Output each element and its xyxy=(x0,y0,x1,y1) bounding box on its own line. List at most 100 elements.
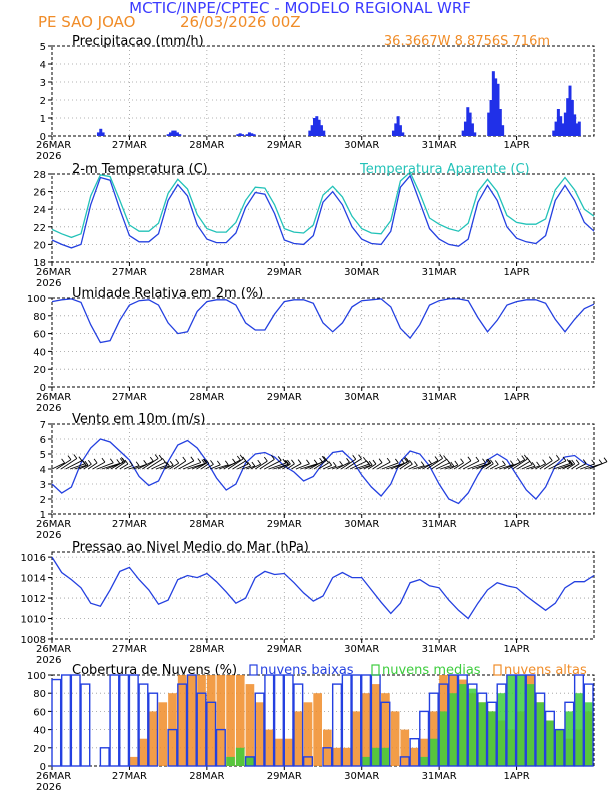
wind-barb-flag xyxy=(346,458,350,463)
precip-bar xyxy=(101,132,105,136)
wind-barb-flag xyxy=(247,461,252,467)
wind-barb-flag xyxy=(210,460,214,465)
precip-bar xyxy=(566,98,570,136)
clouds-ytick-label: 80 xyxy=(33,689,46,700)
precip-bar xyxy=(96,132,100,136)
wind-barb-flag xyxy=(135,461,140,466)
wind-barb-flag xyxy=(528,460,533,465)
clouds-xtick-label: 1APR xyxy=(503,771,529,782)
wind-barb xyxy=(480,462,492,470)
wind-barb xyxy=(372,462,383,470)
wind-barb xyxy=(544,458,560,470)
pressure-xtick-label: 27MAR xyxy=(112,644,147,655)
precip-year-label: 2026 xyxy=(36,151,61,162)
cloud-bar-nuvens-baixas xyxy=(80,683,91,767)
cloud-bar-nuvens-baixas xyxy=(515,674,526,767)
pressure-title: Pressao ao Nivel Medio do Mar (hPa) xyxy=(72,540,309,555)
wind-barb-flag xyxy=(521,455,526,460)
precip-bar xyxy=(396,116,400,136)
temperature-frame xyxy=(51,173,595,263)
wind-barb xyxy=(580,463,595,470)
precip-bar xyxy=(312,118,316,136)
wind-barb xyxy=(404,463,413,470)
wind-barb xyxy=(318,462,329,470)
wind-barb-flag xyxy=(321,455,326,461)
wind-barb-flag xyxy=(73,454,78,459)
temperature-xtick-label: 31MAR xyxy=(422,267,457,278)
precip-bar xyxy=(315,116,319,136)
cloud-bar-nuvens-baixas xyxy=(264,674,275,767)
precip-bar xyxy=(250,133,254,136)
pressure-xtick-label: 30MAR xyxy=(344,644,379,655)
wind-barb xyxy=(51,462,65,470)
cloud-legend-label: nuvens altas xyxy=(504,663,587,678)
pressure-ytick-label: 1012 xyxy=(21,594,46,605)
pressure-xtick-label: 1APR xyxy=(503,644,529,655)
precip-bar xyxy=(554,121,558,136)
wind-year-label: 2026 xyxy=(36,530,61,541)
wind-ytick-label: 6 xyxy=(40,435,46,446)
coordinates-label: 36.3667W 8.8756S 716m xyxy=(384,34,550,49)
wind-barb-flag xyxy=(251,461,256,467)
wind-barb xyxy=(119,463,129,470)
wind-barb-flag xyxy=(542,459,546,464)
precip-title: Precipitacao (mm/h) xyxy=(72,34,204,49)
wind-barb-flag xyxy=(287,459,291,465)
cloud-bar-nuvens-altas xyxy=(245,684,255,766)
wind-barb-flag xyxy=(460,458,464,463)
cloud-bar-nuvens-altas xyxy=(284,738,293,766)
pressure-panel: 1008 1010 1012 1014 1016 26MAR 27MAR 28MAR 29MAR… xyxy=(21,540,595,666)
pressure-xtick-label: 26MAR xyxy=(36,644,71,655)
pressure-line-0 xyxy=(51,556,595,620)
wind-barb xyxy=(146,458,163,470)
wind-barb-flag xyxy=(78,456,83,461)
cloud-bar-nuvens-baixas xyxy=(109,674,120,767)
humidity-line-0 xyxy=(51,298,595,344)
cloud-bar-nuvens-medias xyxy=(584,702,593,766)
humidity-frame xyxy=(51,297,595,388)
cloud-bar-nuvens-altas xyxy=(313,693,322,766)
precip-bar xyxy=(501,125,505,136)
wind-barb xyxy=(489,464,499,470)
cloud-bar-nuvens-altas xyxy=(264,729,274,766)
pressure-year-label: 2026 xyxy=(36,655,61,666)
wind-barb xyxy=(169,462,179,470)
cloud-legend-swatch xyxy=(371,664,380,676)
precip-bar xyxy=(575,123,579,136)
precip-bar xyxy=(398,125,402,136)
wind-barb xyxy=(553,462,571,470)
cloud-bar-nuvens-baixas xyxy=(477,692,488,767)
wind-barb xyxy=(277,463,289,470)
cloud-bar-nuvens-baixas xyxy=(486,701,497,767)
wind-barb-flag xyxy=(486,458,491,464)
precip-bar xyxy=(463,121,467,136)
wind-barb xyxy=(291,463,302,470)
wind-barb xyxy=(363,464,373,470)
wind-barb xyxy=(124,464,133,470)
humidity-xtick-label: 30MAR xyxy=(344,392,379,403)
wind-barb-flag xyxy=(158,454,163,460)
wind-barb xyxy=(526,465,536,470)
temperature-line-1 xyxy=(51,171,595,239)
wind-barb-flag xyxy=(568,460,573,465)
wind-barb xyxy=(340,458,357,470)
wind-barb xyxy=(331,464,343,470)
clouds-panel: 0 20 40 60 80 100 26MAR 27MAR 28MAR 29MAR 30MAR 31M… xyxy=(27,663,595,793)
wind-barb-flag xyxy=(129,461,133,466)
cloud-bar-nuvens-medias xyxy=(506,675,516,766)
wind-barb xyxy=(462,460,480,470)
humidity-ytick-label: 20 xyxy=(33,365,46,376)
precip-ytick-label: 5 xyxy=(40,42,46,53)
humidity-ytick-label: 80 xyxy=(33,312,46,323)
cloud-bar-nuvens-medias xyxy=(555,729,564,766)
panels: 36.3667W 8.8756S 716m 0 1 2 3 4 5 26MAR 27MAR 28M… xyxy=(21,34,608,793)
wind-barb xyxy=(142,458,159,470)
wind-barb-flag xyxy=(202,458,207,464)
wind-barb-flag xyxy=(454,460,459,466)
cloud-bar-nuvens-baixas xyxy=(399,756,410,767)
wind-barb-flag xyxy=(166,461,170,467)
wind-barb xyxy=(535,463,546,470)
cloud-bar-nuvens-baixas xyxy=(554,728,565,767)
wind-barb-flag xyxy=(378,458,383,463)
